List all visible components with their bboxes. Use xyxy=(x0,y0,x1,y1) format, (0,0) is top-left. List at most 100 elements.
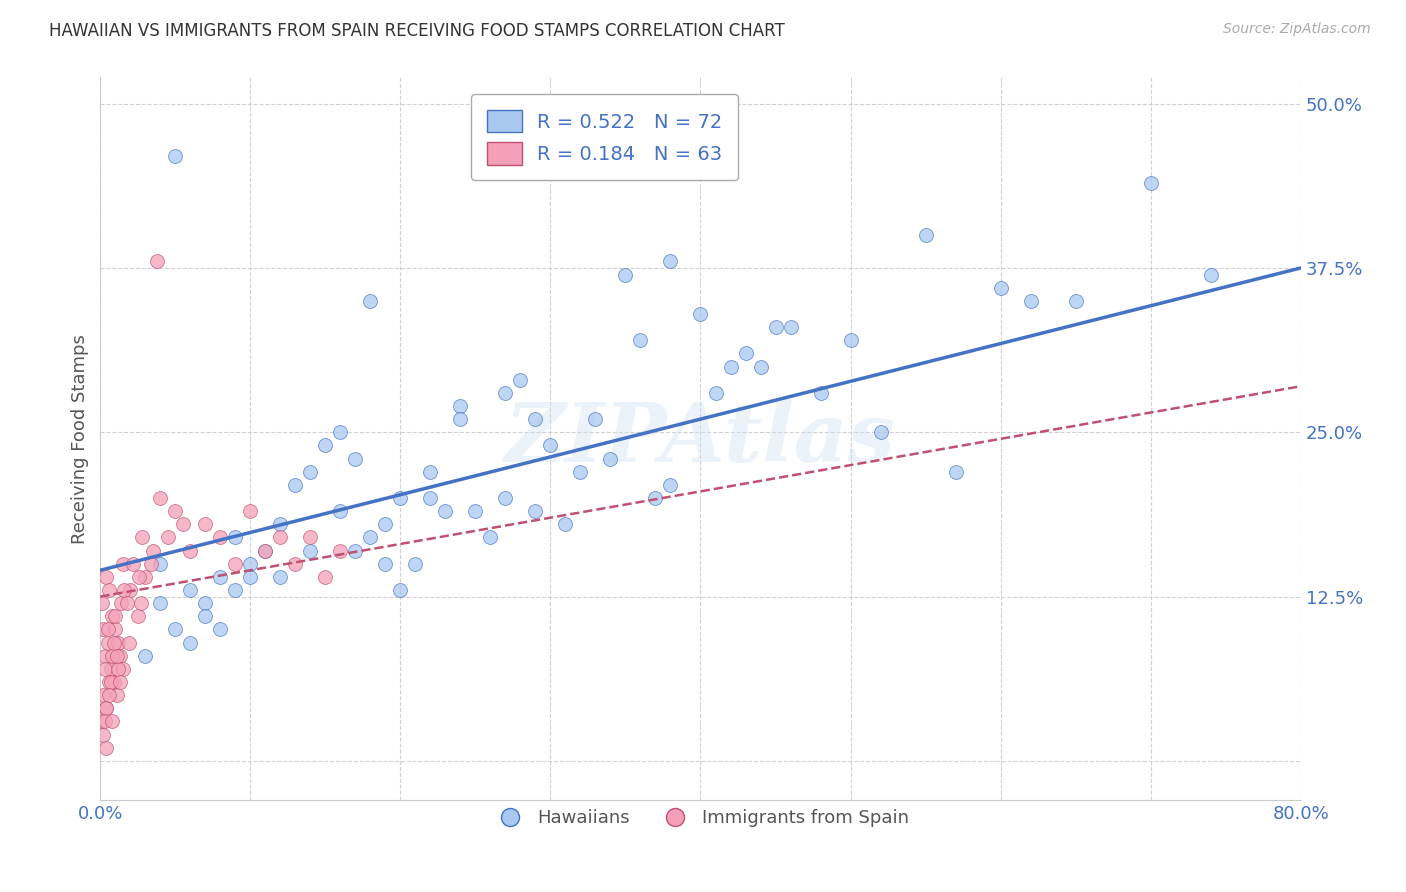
Point xyxy=(146,254,169,268)
Point xyxy=(359,293,381,308)
Point xyxy=(134,648,156,663)
Point xyxy=(111,662,134,676)
Point xyxy=(97,635,120,649)
Point xyxy=(630,333,652,347)
Point xyxy=(96,570,118,584)
Point xyxy=(94,714,117,729)
Point xyxy=(434,504,457,518)
Point xyxy=(103,675,125,690)
Point xyxy=(149,491,172,505)
Point xyxy=(98,675,121,690)
Point xyxy=(129,596,152,610)
Point xyxy=(644,491,666,505)
Point xyxy=(945,465,967,479)
Point xyxy=(239,570,262,584)
Point xyxy=(97,623,120,637)
Point xyxy=(419,491,441,505)
Point xyxy=(1019,293,1042,308)
Point xyxy=(142,543,165,558)
Point xyxy=(1064,293,1087,308)
Point xyxy=(540,438,562,452)
Point xyxy=(100,675,122,690)
Point xyxy=(107,662,129,676)
Point xyxy=(194,596,217,610)
Point xyxy=(110,596,132,610)
Point xyxy=(120,582,142,597)
Point xyxy=(104,609,127,624)
Point xyxy=(209,570,232,584)
Point xyxy=(779,320,801,334)
Point xyxy=(90,596,112,610)
Point xyxy=(105,688,128,702)
Point xyxy=(165,504,187,518)
Point xyxy=(98,688,121,702)
Point xyxy=(105,648,128,663)
Text: HAWAIIAN VS IMMIGRANTS FROM SPAIN RECEIVING FOOD STAMPS CORRELATION CHART: HAWAIIAN VS IMMIGRANTS FROM SPAIN RECEIV… xyxy=(49,22,785,40)
Point xyxy=(554,517,576,532)
Point xyxy=(389,582,412,597)
Point xyxy=(134,570,156,584)
Point xyxy=(344,451,367,466)
Point xyxy=(101,609,124,624)
Point xyxy=(141,557,163,571)
Point xyxy=(464,504,486,518)
Point xyxy=(90,714,112,729)
Point xyxy=(329,543,352,558)
Text: ZIPAtlas: ZIPAtlas xyxy=(505,399,896,479)
Point xyxy=(299,543,322,558)
Point xyxy=(156,530,179,544)
Point xyxy=(869,425,891,440)
Point xyxy=(299,530,322,544)
Point xyxy=(524,412,547,426)
Point xyxy=(209,530,232,544)
Point xyxy=(179,582,201,597)
Point xyxy=(117,596,139,610)
Point xyxy=(374,557,396,571)
Point xyxy=(149,596,172,610)
Point xyxy=(659,478,682,492)
Point xyxy=(239,557,262,571)
Point xyxy=(194,517,217,532)
Point xyxy=(172,517,194,532)
Point xyxy=(614,268,637,282)
Point xyxy=(524,504,547,518)
Point xyxy=(569,465,592,479)
Point xyxy=(94,662,117,676)
Point xyxy=(93,623,115,637)
Point xyxy=(128,570,150,584)
Point xyxy=(122,557,145,571)
Point xyxy=(194,609,217,624)
Point xyxy=(165,149,187,163)
Point xyxy=(599,451,621,466)
Text: Source: ZipAtlas.com: Source: ZipAtlas.com xyxy=(1223,22,1371,37)
Point xyxy=(1139,176,1161,190)
Point xyxy=(149,557,172,571)
Legend: Hawaiians, Immigrants from Spain: Hawaiians, Immigrants from Spain xyxy=(485,802,917,835)
Point xyxy=(585,412,607,426)
Point xyxy=(329,504,352,518)
Point xyxy=(112,582,135,597)
Point xyxy=(689,307,711,321)
Point xyxy=(165,623,187,637)
Point xyxy=(479,530,502,544)
Point xyxy=(449,399,471,413)
Point xyxy=(810,385,832,400)
Point xyxy=(419,465,441,479)
Point xyxy=(209,623,232,637)
Point xyxy=(96,701,118,715)
Point xyxy=(179,635,201,649)
Point xyxy=(98,582,121,597)
Point xyxy=(108,675,131,690)
Point xyxy=(100,662,122,676)
Point xyxy=(1199,268,1222,282)
Point xyxy=(93,727,115,741)
Point xyxy=(299,465,322,479)
Point xyxy=(101,714,124,729)
Point xyxy=(107,635,129,649)
Point xyxy=(704,385,727,400)
Point xyxy=(720,359,742,374)
Point xyxy=(914,228,936,243)
Point xyxy=(839,333,862,347)
Point xyxy=(269,530,291,544)
Point xyxy=(990,281,1012,295)
